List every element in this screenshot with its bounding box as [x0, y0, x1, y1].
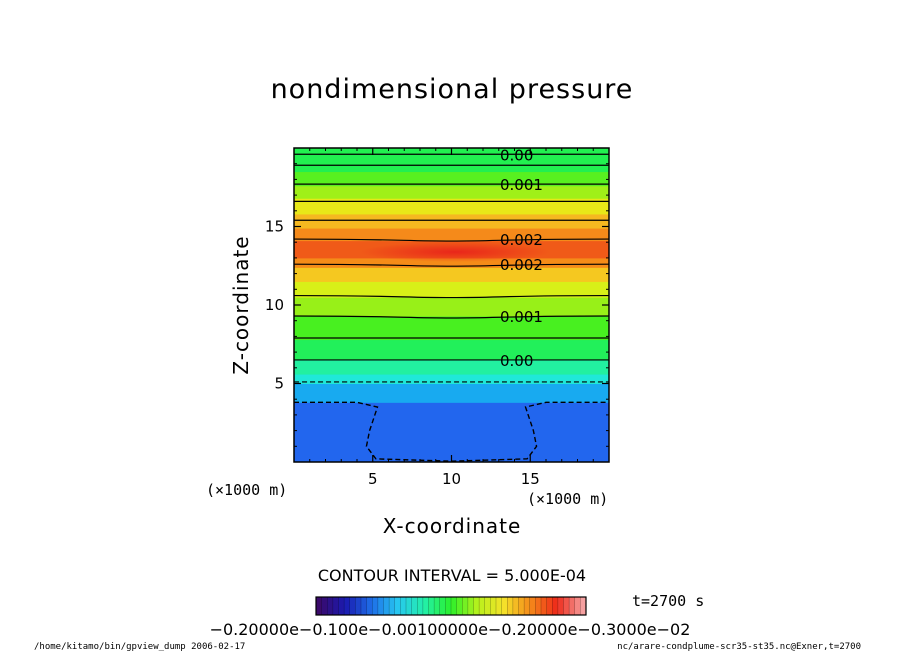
color-band-8 [294, 267, 609, 282]
contour-line-6 [294, 263, 609, 267]
y-axis-unit: (×1000 m) [206, 481, 288, 499]
x-axis-label: X-coordinate [0, 514, 904, 538]
colorbar-cell-20 [428, 597, 435, 615]
colorbar-cell-18 [417, 597, 424, 615]
colorbar [315, 596, 587, 616]
colorbar-cell-43 [557, 597, 564, 615]
colorbar-cell-17 [411, 597, 418, 615]
colorbar-cell-27 [467, 597, 474, 615]
colorbar-cell-8 [361, 597, 368, 615]
colorbar-cell-32 [496, 597, 503, 615]
colorbar-cell-16 [406, 597, 413, 615]
footer-command: /home/kitamo/bin/gpview_dump 2006-02-17 [34, 642, 246, 652]
color-band-11 [294, 228, 609, 242]
contour-line-7 [294, 294, 609, 299]
contour-label-10: 0.00 [500, 352, 533, 370]
colorbar-cell-30 [484, 597, 491, 615]
colorbar-cell-0 [316, 597, 323, 615]
colorbar-cell-39 [535, 597, 542, 615]
colorbar-cell-45 [569, 597, 576, 615]
colorbar-cell-34 [507, 597, 514, 615]
y-tick-label-2: 15 [265, 218, 284, 236]
contour-label-0: 0.00 [500, 146, 533, 164]
colorbar-cell-15 [400, 597, 407, 615]
footer-source: nc/arare-condplume-scr35-st35.nc@Exner,t… [617, 642, 861, 652]
colorbar-tick-labels: −0.20000e−0.100e−0.00100000e−0.20000e−0.… [209, 620, 691, 639]
x-axis-label-text: X-coordinate [382, 514, 522, 538]
x-tick-label-1: 10 [442, 470, 461, 488]
colorbar-cell-37 [524, 597, 531, 615]
color-band-5 [294, 315, 609, 341]
colorbar-cell-14 [394, 597, 401, 615]
colorbar-cell-19 [422, 597, 429, 615]
contour-label-5: 0.002 [500, 231, 543, 249]
colorbar-cell-24 [451, 597, 458, 615]
colorbar-cell-12 [383, 597, 390, 615]
contour-label-2: 0.001 [500, 176, 543, 194]
color-band-14 [294, 185, 609, 199]
color-band-13 [294, 198, 609, 215]
x-axis-unit: (×1000 m) [527, 490, 609, 508]
colorbar-cell-3 [332, 597, 339, 615]
contour-label-8: 0.001 [500, 308, 543, 326]
contour-label-6: 0.002 [500, 256, 543, 274]
colorbar-cell-11 [377, 597, 384, 615]
colorbar-cell-41 [546, 597, 553, 615]
color-band-15 [294, 171, 609, 187]
axis-ticks: 5 10 15 5 10 15 [265, 148, 609, 488]
colorbar-cell-31 [490, 597, 497, 615]
colorbar-cell-7 [355, 597, 362, 615]
pressure-maximum-core [360, 242, 550, 262]
color-band-1 [294, 383, 609, 403]
contour-labels: 0.00 0.001 0.002 0.002 0.001 0.00 [500, 146, 543, 370]
color-band-12 [294, 213, 609, 229]
color-band-9 [294, 257, 609, 268]
contour-lines [294, 153, 609, 383]
colorbar-cell-42 [552, 597, 559, 615]
color-band-3 [294, 359, 609, 375]
colorbar-cell-38 [529, 597, 536, 615]
colorbar-cell-21 [434, 597, 441, 615]
chart-title: nondimensional pressure [270, 74, 634, 105]
time-label: t=2700 s [632, 592, 705, 610]
colorbar-cell-35 [512, 597, 519, 615]
x-tick-label-0: 5 [368, 470, 378, 488]
colorbar-cell-36 [518, 597, 525, 615]
colorbar-cell-29 [479, 597, 486, 615]
colorbar-frame [315, 596, 587, 616]
color-band-7 [294, 281, 609, 298]
colorbar-cell-6 [349, 597, 356, 615]
colorbar-cell-33 [501, 597, 508, 615]
colorbar-cell-25 [456, 597, 463, 615]
colorbar-cell-47 [580, 597, 587, 615]
color-bands [294, 148, 609, 462]
colorbar-cell-10 [372, 597, 379, 615]
colorbar-cell-13 [389, 597, 396, 615]
color-band-6 [294, 297, 609, 317]
colorbar-cell-40 [541, 597, 548, 615]
contour-line-8 [294, 315, 609, 319]
colorbar-cell-9 [366, 597, 373, 615]
colorbar-cell-46 [574, 597, 581, 615]
colorbar-cell-26 [462, 597, 469, 615]
colorbar-cell-23 [445, 597, 452, 615]
contour-line-5 [294, 238, 609, 242]
colorbar-cell-5 [344, 597, 351, 615]
color-band-2 [294, 374, 609, 384]
colorbar-cell-44 [563, 597, 570, 615]
colorbar-cell-4 [338, 597, 345, 615]
y-tick-label-0: 5 [274, 375, 284, 393]
color-band-4 [294, 339, 609, 361]
contour-interval-text: CONTOUR INTERVAL = 5.000E-04 [317, 566, 587, 585]
colorbar-cell-28 [473, 597, 480, 615]
y-tick-label-1: 10 [265, 296, 284, 314]
colorbar-cell-2 [327, 597, 334, 615]
x-tick-label-2: 15 [521, 470, 540, 488]
colorbar-cell-1 [321, 597, 328, 615]
colorbar-cell-22 [439, 597, 446, 615]
color-band-0 [294, 402, 609, 462]
